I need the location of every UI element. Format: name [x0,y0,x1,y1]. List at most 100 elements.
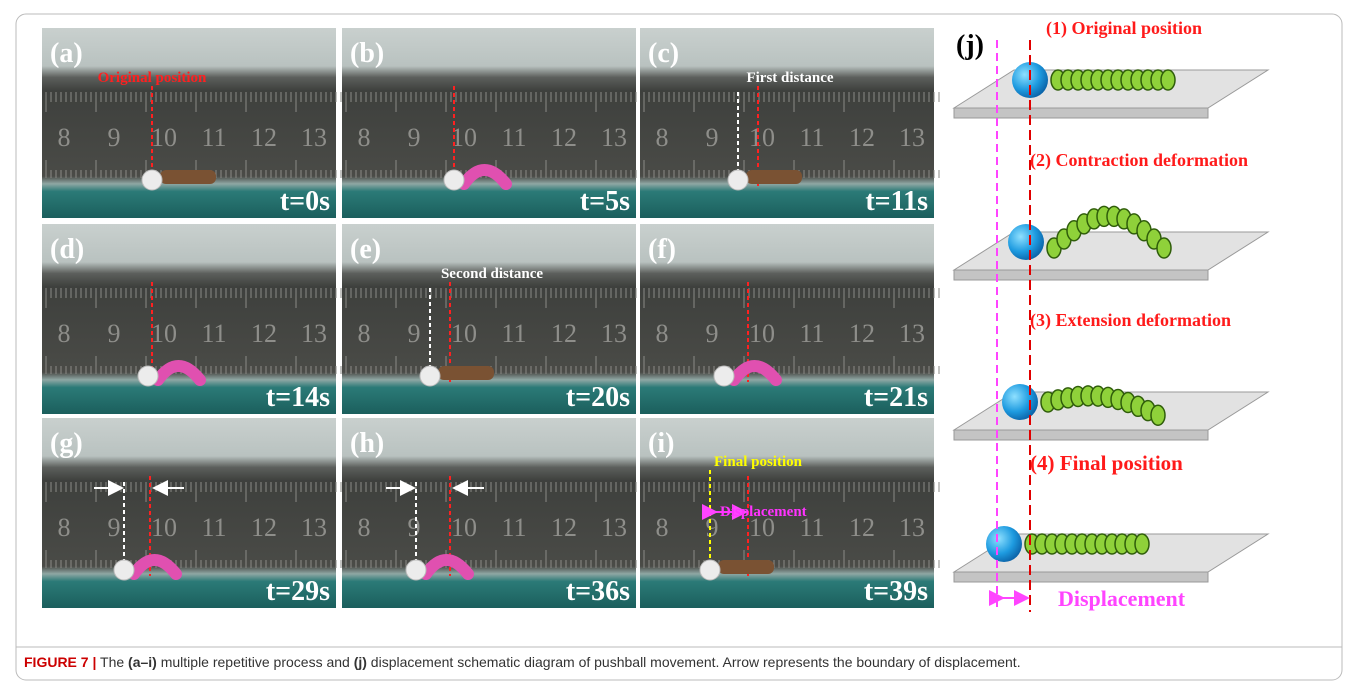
time-label: t=29s [266,576,330,607]
displacement-label: Displacement [1058,586,1186,611]
time-label: t=21s [864,382,928,413]
panel-label: (j) [956,30,984,61]
caption-text: multiple repetitive process and [157,654,354,670]
time-label: t=20s [566,382,630,413]
ruler-number: 11 [501,123,526,152]
ball [1002,384,1038,420]
caption-text: displacement schematic diagram of pushba… [367,654,1021,670]
ruler-number: 13 [301,513,327,542]
plate-edge [954,108,1208,118]
panel-label: (g) [50,428,83,459]
caption: FIGURE 7 | The (a–i) multiple repetitive… [24,654,1021,670]
ruler-number: 10 [451,319,477,348]
ball [728,170,748,190]
ruler-number: 13 [601,319,627,348]
ruler-number: 13 [899,319,925,348]
ruler-number: 12 [551,513,577,542]
ball [138,366,158,386]
robot [718,560,774,574]
ruler-number: 13 [301,123,327,152]
photo-annotation: Displacement [720,504,807,520]
robot [746,170,802,184]
caption-text: The [96,654,128,670]
ball [986,526,1022,562]
photo-panel: 8910111213(a)t=0sOriginal position [42,28,341,218]
panel-label: (f) [648,234,676,265]
ruler-number: 12 [551,123,577,152]
ruler-number: 10 [749,319,775,348]
ruler-number: 8 [58,319,71,348]
ball [444,170,464,190]
ruler-number: 11 [501,319,526,348]
photo-annotation: Original position [98,70,207,86]
plate [954,232,1268,270]
ruler-number: 11 [501,513,526,542]
caption-text: (j) [354,654,367,670]
figure-number: FIGURE 7 | [24,654,96,670]
ruler-number: 8 [656,319,669,348]
ruler-number: 9 [108,123,121,152]
panel-label: (b) [350,38,384,69]
panel-label: (c) [648,38,679,69]
time-label: t=36s [566,576,630,607]
plate-edge [954,270,1208,280]
ruler-number: 9 [706,319,719,348]
time-label: t=0s [280,186,330,217]
plate-edge [954,430,1208,440]
panel-label: (i) [648,428,674,459]
caterpillar-segment [1151,405,1165,425]
step-label: (1) Original position [1046,18,1202,39]
ruler-number: 10 [151,513,177,542]
photo-panel: 8910111213(b)t=5s [342,28,641,218]
step-label: (4) Final position [1030,451,1183,475]
ruler-number: 11 [201,123,226,152]
photo-panel: 8 9 10 11 12 13 (f) t=21s [640,224,939,414]
ruler-number: 11 [799,123,824,152]
photo-annotation: First distance [746,70,833,86]
ruler-number: 12 [251,513,277,542]
ruler-number: 12 [251,319,277,348]
ruler-number: 8 [58,123,71,152]
panel-label: (d) [50,234,84,265]
time-label: t=5s [580,186,630,217]
ruler-number: 10 [151,123,177,152]
ruler-number: 12 [849,123,875,152]
time-label: t=14s [266,382,330,413]
caterpillar-segment [1135,534,1149,554]
caterpillar-segment [1161,70,1175,90]
ruler-number: 11 [201,513,226,542]
ruler-number: 9 [408,319,421,348]
ruler-number: 11 [201,319,226,348]
photo-panel: 8910111213(c)t=11sFirst distance [640,28,939,218]
ruler-number: 9 [408,513,421,542]
photo-annotation: Final position [714,454,803,470]
ball [420,366,440,386]
ruler-number: 12 [849,319,875,348]
ruler-number: 10 [151,319,177,348]
ruler-number: 13 [899,123,925,152]
figure: FIGURE 7 | The (a–i) multiple repetitive… [0,0,1358,687]
ruler-number: 11 [799,319,824,348]
panel-label: (a) [50,38,83,69]
robot [160,170,216,184]
ruler-number: 8 [358,513,371,542]
ruler-number: 9 [706,123,719,152]
ruler-number: 10 [451,513,477,542]
time-label: t=11s [865,186,928,217]
panel-label: (e) [350,234,381,265]
ruler-number: 13 [301,319,327,348]
ball [1008,224,1044,260]
ruler-number: 8 [656,123,669,152]
plate-edge [954,572,1208,582]
step-label: (2) Contraction deformation [1030,150,1248,171]
panel-label: (h) [350,428,384,459]
ruler-number: 8 [58,513,71,542]
photo-annotation: Second distance [441,266,543,282]
ruler-number: 8 [656,513,669,542]
caterpillar-segment [1157,238,1171,258]
